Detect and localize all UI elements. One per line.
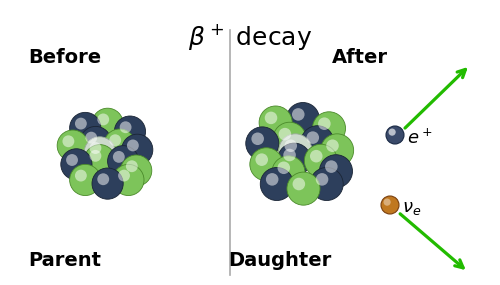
Circle shape — [278, 128, 291, 141]
Circle shape — [75, 170, 87, 182]
Circle shape — [325, 160, 338, 173]
Circle shape — [120, 121, 132, 133]
Circle shape — [126, 160, 138, 172]
Circle shape — [113, 151, 125, 163]
Circle shape — [388, 129, 396, 136]
Circle shape — [318, 117, 330, 130]
Circle shape — [259, 106, 292, 139]
Circle shape — [90, 150, 102, 162]
Circle shape — [57, 130, 88, 161]
Text: $e^+$: $e^+$ — [407, 128, 432, 148]
Circle shape — [70, 164, 101, 196]
Circle shape — [250, 148, 283, 181]
Circle shape — [98, 173, 109, 185]
Circle shape — [127, 139, 139, 151]
Circle shape — [273, 122, 306, 155]
Circle shape — [61, 149, 92, 180]
Circle shape — [70, 112, 101, 144]
Circle shape — [278, 162, 290, 174]
Circle shape — [304, 144, 338, 177]
Circle shape — [110, 134, 121, 146]
Text: After: After — [332, 48, 388, 67]
Circle shape — [278, 143, 310, 176]
Circle shape — [66, 154, 78, 166]
Circle shape — [320, 155, 352, 188]
Circle shape — [284, 149, 296, 161]
Circle shape — [292, 108, 304, 121]
Circle shape — [320, 134, 354, 167]
Circle shape — [284, 139, 297, 152]
Circle shape — [252, 133, 264, 145]
Circle shape — [287, 172, 320, 205]
Circle shape — [316, 173, 328, 186]
Circle shape — [92, 168, 123, 199]
Circle shape — [62, 135, 74, 147]
Circle shape — [286, 103, 320, 136]
Circle shape — [310, 168, 343, 201]
Circle shape — [292, 178, 305, 190]
Circle shape — [256, 153, 268, 166]
Circle shape — [84, 144, 116, 176]
Circle shape — [104, 129, 135, 160]
Circle shape — [92, 108, 123, 139]
Circle shape — [306, 131, 319, 144]
Circle shape — [118, 170, 130, 182]
Circle shape — [98, 113, 109, 125]
Circle shape — [279, 134, 312, 167]
Circle shape — [86, 132, 97, 144]
Circle shape — [310, 150, 322, 162]
Text: Before: Before — [28, 48, 102, 67]
Circle shape — [75, 118, 87, 129]
Circle shape — [122, 134, 153, 165]
Circle shape — [114, 116, 146, 147]
Circle shape — [381, 196, 399, 214]
Circle shape — [108, 146, 139, 177]
Circle shape — [246, 127, 279, 160]
Circle shape — [120, 155, 152, 186]
Circle shape — [386, 126, 404, 144]
Circle shape — [301, 126, 334, 159]
Text: Parent: Parent — [28, 251, 102, 270]
Circle shape — [260, 168, 294, 201]
Circle shape — [84, 137, 116, 168]
Text: Daughter: Daughter — [228, 251, 332, 270]
Circle shape — [326, 139, 339, 152]
Circle shape — [266, 173, 278, 186]
Circle shape — [384, 199, 390, 206]
Text: $\nu_e$: $\nu_e$ — [402, 199, 421, 217]
Circle shape — [312, 112, 346, 145]
Circle shape — [264, 112, 278, 124]
Circle shape — [113, 164, 144, 196]
Text: $\beta^+$ decay: $\beta^+$ decay — [188, 22, 312, 52]
Circle shape — [90, 142, 102, 154]
Circle shape — [80, 127, 111, 158]
Circle shape — [272, 156, 305, 189]
